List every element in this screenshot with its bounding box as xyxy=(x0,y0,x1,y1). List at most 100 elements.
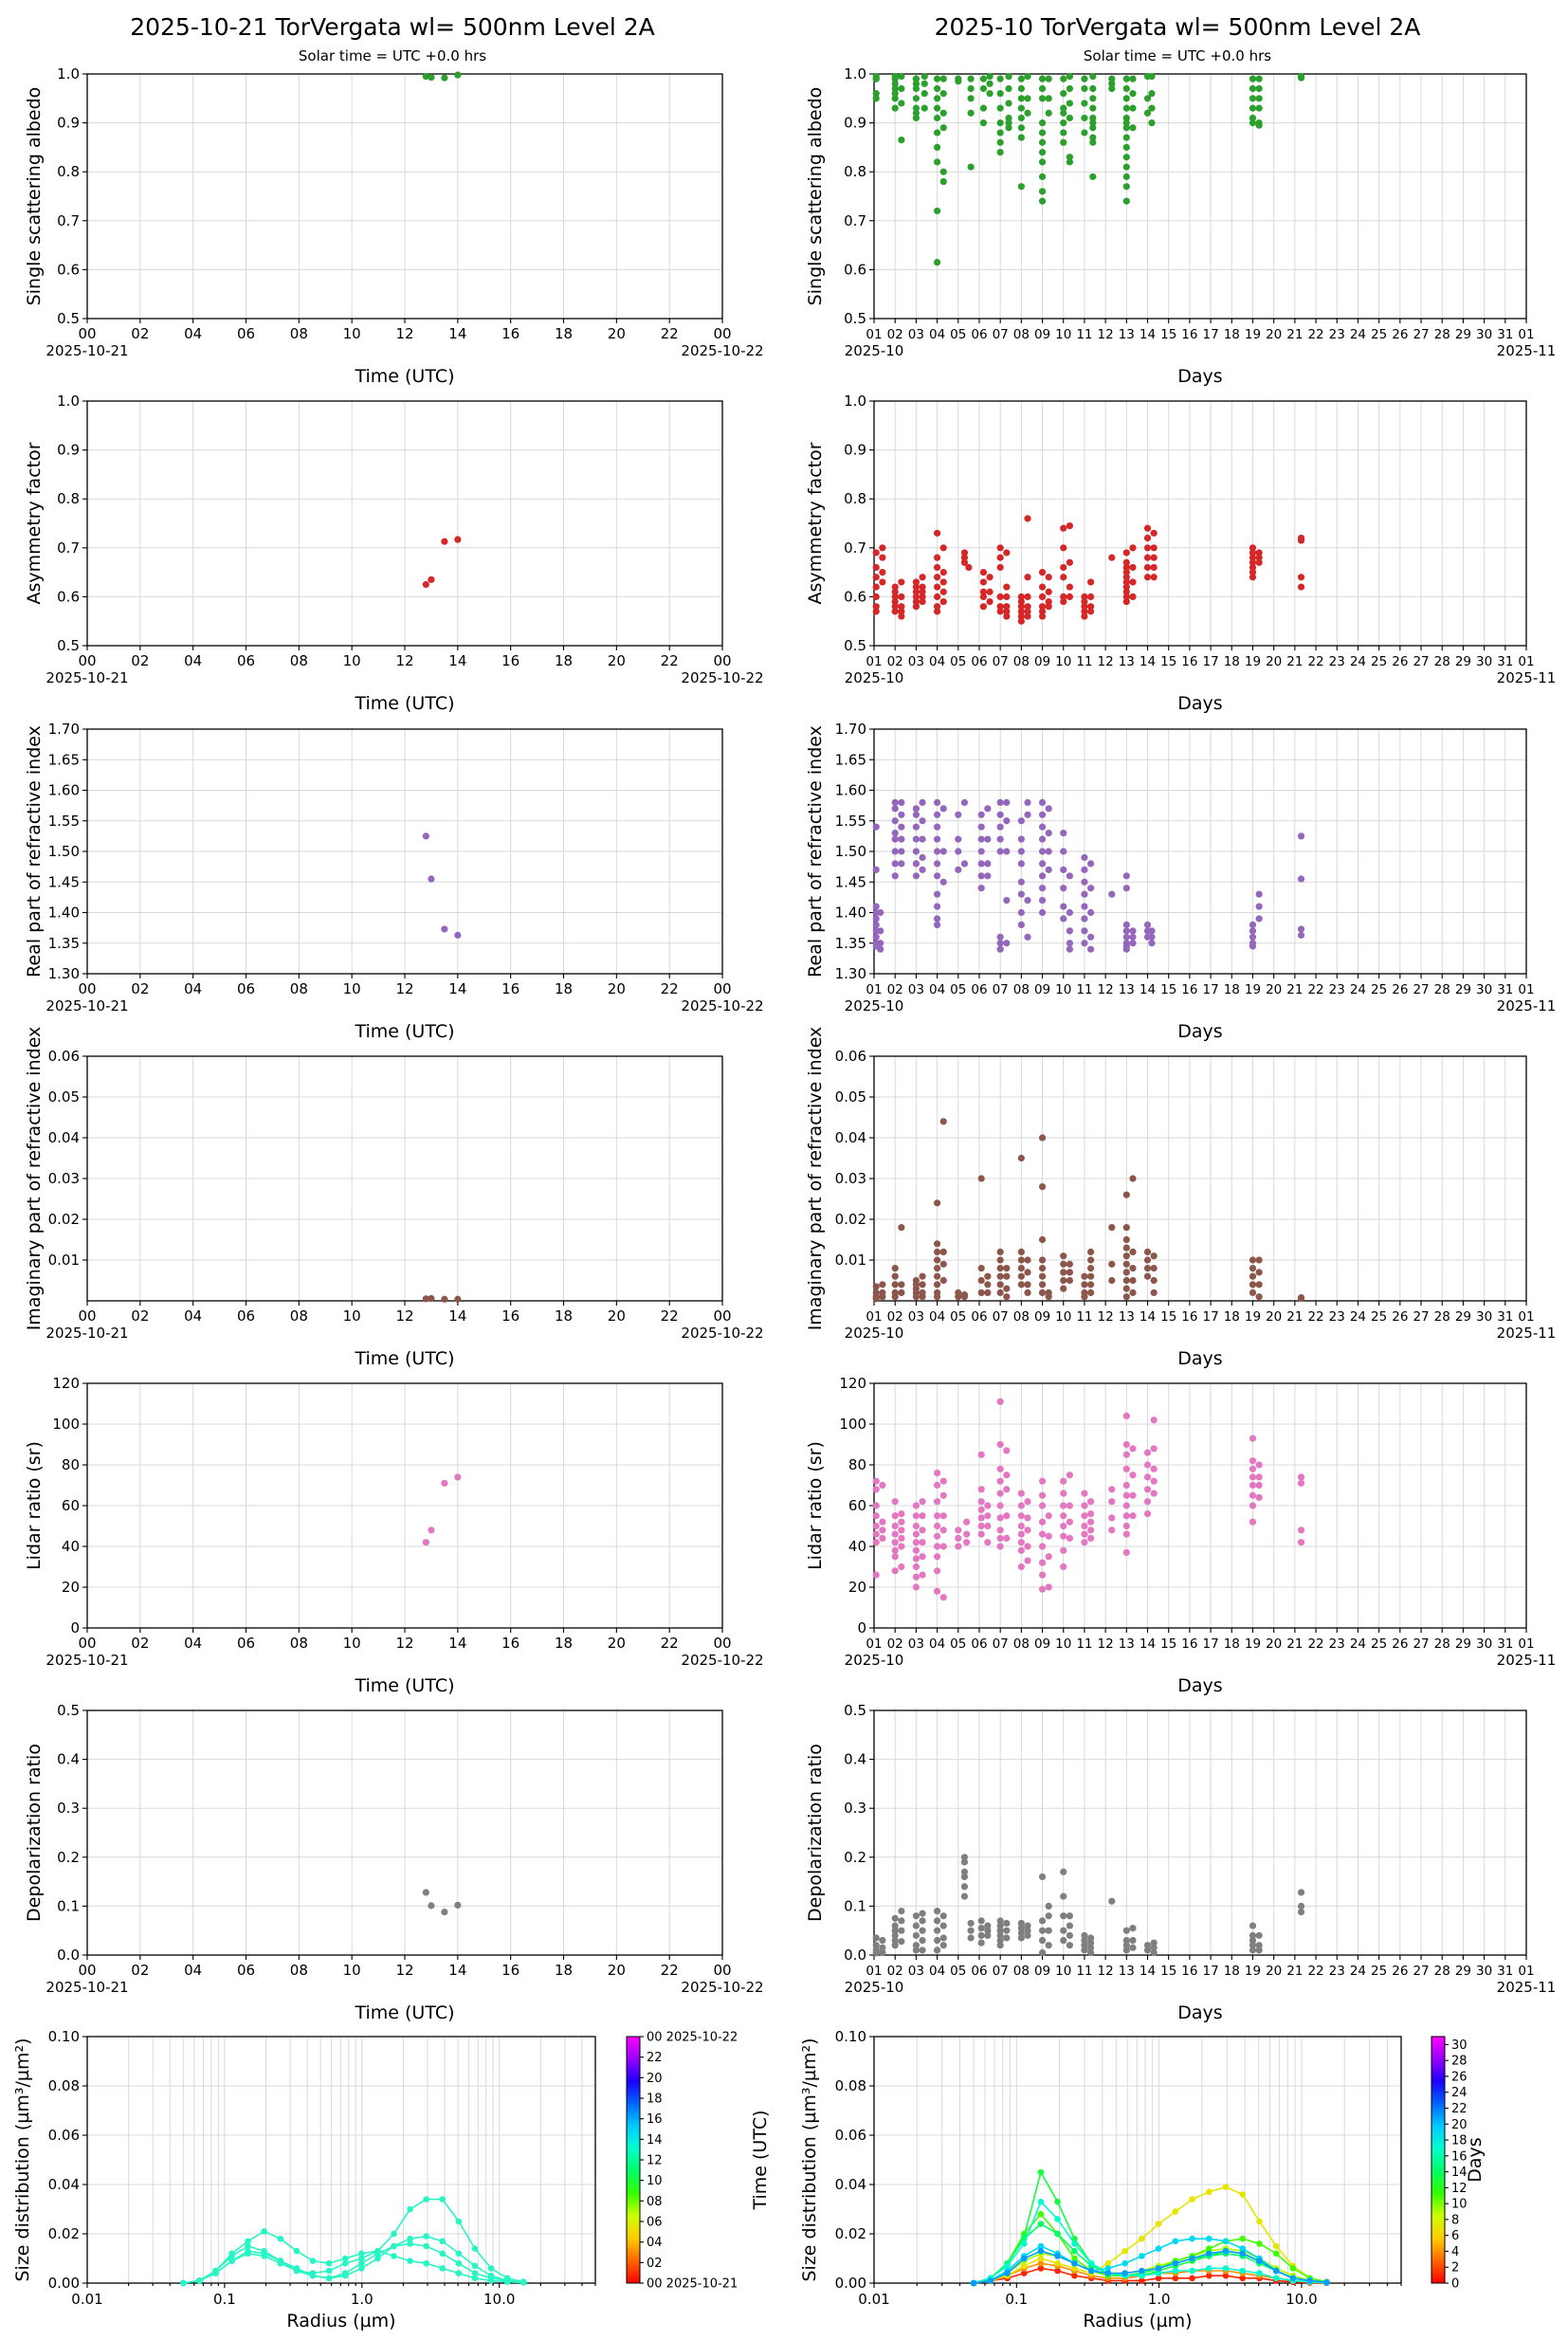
y-axis-label: Depolarization ratio xyxy=(24,1744,45,1922)
data-point xyxy=(939,1512,947,1520)
data-point xyxy=(1017,921,1025,929)
data-point xyxy=(1017,612,1025,620)
colorbar-tick-label: 4 xyxy=(1451,2245,1459,2259)
size-distribution-point xyxy=(374,2255,381,2262)
size-distribution-point xyxy=(1020,2240,1028,2247)
size-distribution-point xyxy=(1239,2235,1247,2242)
data-point xyxy=(1081,608,1088,615)
data-point xyxy=(872,95,880,102)
size-distribution-line xyxy=(973,2250,1327,2284)
data-point xyxy=(996,1931,1004,1939)
data-point xyxy=(1255,1481,1263,1490)
data-point xyxy=(984,860,992,868)
size-distribution-point xyxy=(1037,2242,1045,2250)
data-point xyxy=(1122,558,1130,566)
data-point xyxy=(1017,1919,1025,1928)
data-point xyxy=(1003,848,1011,855)
data-point xyxy=(1017,134,1025,141)
data-point xyxy=(1129,104,1137,112)
size-distribution-point xyxy=(179,2279,187,2287)
data-point xyxy=(1108,1260,1116,1268)
data-point xyxy=(1003,1534,1011,1542)
y-tick-label: 0.3 xyxy=(844,1800,866,1817)
data-point xyxy=(977,1530,985,1538)
data-point xyxy=(939,168,947,175)
data-point xyxy=(1017,1929,1025,1937)
data-point xyxy=(1122,1548,1130,1557)
data-point xyxy=(933,1947,941,1954)
size-distribution-point xyxy=(1037,2210,1045,2218)
data-point xyxy=(1066,521,1073,530)
data-point xyxy=(1255,1942,1263,1949)
size-distribution-point xyxy=(439,2238,447,2245)
data-point xyxy=(891,1272,899,1280)
y-tick-label: 0.6 xyxy=(57,588,80,605)
size-distribution-point xyxy=(1155,2270,1162,2276)
data-point xyxy=(1038,593,1047,601)
data-point xyxy=(1122,1491,1130,1499)
data-point xyxy=(960,1892,969,1900)
data-point xyxy=(986,90,994,98)
y-axis-label: Depolarization ratio xyxy=(805,1744,826,1922)
data-point xyxy=(933,1256,941,1264)
data-point xyxy=(977,1939,985,1947)
x-tick-label: 16 xyxy=(1181,654,1197,669)
y-tick-label: 0.1 xyxy=(844,1897,866,1914)
data-point xyxy=(977,811,985,818)
data-point xyxy=(891,593,899,601)
data-point xyxy=(1060,574,1067,581)
x-tick-label: 06 xyxy=(971,1636,987,1652)
data-point xyxy=(879,554,886,561)
x-tick-label: 17 xyxy=(1203,654,1219,669)
x-tick-label: 28 xyxy=(1434,1636,1450,1652)
data-point xyxy=(1038,1235,1047,1244)
x-tick-label: 31 xyxy=(1497,327,1513,342)
data-point xyxy=(877,927,884,935)
x-tick-label: 29 xyxy=(1455,1636,1471,1652)
y-tick-label: 0.03 xyxy=(48,1170,80,1187)
x-end-date: 2025-10-22 xyxy=(681,1325,763,1342)
data-point xyxy=(898,1937,905,1946)
size-distribution-point xyxy=(1087,2267,1095,2275)
y-tick-label: 0.8 xyxy=(844,490,866,507)
data-point xyxy=(984,805,992,813)
x-tick-label: 04 xyxy=(929,654,945,669)
x-tick-label: 01 xyxy=(866,982,882,997)
data-point xyxy=(1086,908,1095,917)
data-point xyxy=(1060,848,1067,855)
y-tick-label: 60 xyxy=(62,1497,80,1514)
data-point xyxy=(1089,95,1097,102)
x-tick-label: 17 xyxy=(1203,1636,1219,1652)
data-point xyxy=(960,554,969,561)
data-point xyxy=(879,1534,886,1542)
x-tick-label: 08 xyxy=(1013,327,1030,342)
x-tick-label: 22 xyxy=(1307,654,1323,669)
data-point xyxy=(1066,1942,1073,1949)
data-point xyxy=(939,1526,947,1534)
data-point xyxy=(1255,549,1263,557)
data-point xyxy=(939,588,947,595)
data-point xyxy=(1024,1289,1031,1296)
data-point xyxy=(1086,1939,1095,1947)
y-axis-label: Single scattering albedo xyxy=(805,87,826,306)
size-distribution-line xyxy=(183,2230,524,2284)
data-point xyxy=(1297,875,1305,883)
size-distribution-point xyxy=(358,2265,365,2272)
size-distribution-point xyxy=(1239,2275,1247,2282)
size-distribution-point xyxy=(293,2267,301,2275)
data-point xyxy=(1122,933,1130,941)
data-point xyxy=(933,608,941,615)
data-point xyxy=(1003,583,1011,591)
x-tick-label: 13 xyxy=(1119,1964,1135,1979)
data-point xyxy=(898,1224,905,1232)
x-tick-label: 06 xyxy=(237,325,255,342)
data-point xyxy=(939,578,947,586)
y-tick-label: 1.30 xyxy=(835,965,866,982)
x-tick-label: 23 xyxy=(1329,654,1345,669)
data-point xyxy=(986,574,994,581)
x-start-date: 2025-10-21 xyxy=(46,1652,128,1669)
x-tick-label: 20 xyxy=(608,980,626,997)
data-point xyxy=(1122,583,1130,591)
size-distribution-point xyxy=(1172,2208,1179,2215)
data-point xyxy=(1249,574,1257,581)
